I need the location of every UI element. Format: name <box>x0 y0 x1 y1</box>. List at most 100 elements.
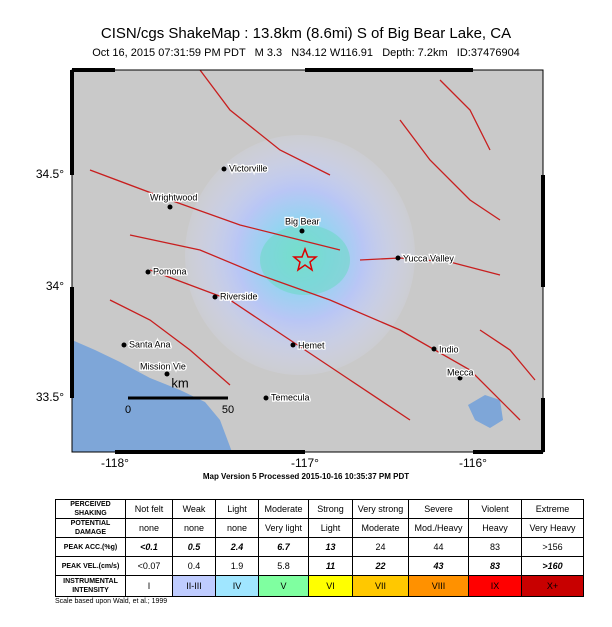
city-dot <box>221 166 227 172</box>
table-row: PERCEIVED SHAKING Not felt Weak Light Modera… <box>55 499 584 519</box>
table-row: POTENTIAL DAMAGE none none none Very light Li… <box>55 518 584 538</box>
table-row: PEAK ACC.(%g) <0.1 0.5 2.4 6.7 13 24 44 83 >156 <box>55 537 584 557</box>
city-dot <box>145 269 151 275</box>
table-cell: Light <box>308 518 353 538</box>
city-label: Mission Vie <box>140 361 186 371</box>
table-cell: <0.1 <box>125 537 173 557</box>
table-cell: Moderate <box>352 518 409 538</box>
frame-ticks <box>70 68 545 454</box>
title: CISN/cgs ShakeMap : 13.8km (8.6mi) S of … <box>101 25 511 42</box>
table-cell: Extreme <box>521 499 584 519</box>
table-cell: Mod./Heavy <box>408 518 469 538</box>
table-cell: 44 <box>408 537 469 557</box>
epicenter <box>291 246 319 272</box>
lat-label: 34° <box>46 279 64 293</box>
table-cell: 13 <box>308 537 353 557</box>
table-cell: Moderate <box>258 499 309 519</box>
city-dot <box>121 342 127 348</box>
intensity-core <box>260 225 350 295</box>
table-cell: 6.7 <box>258 537 309 557</box>
shakemap: CISN/cgs ShakeMap : 13.8km (8.6mi) S of … <box>36 25 545 481</box>
table-cell: IX <box>468 575 522 597</box>
city-dot <box>212 294 218 300</box>
lat-label: 33.5° <box>36 390 64 404</box>
subtitle: Oct 16, 2015 07:31:59 PM PDT M 3.3 N34.1… <box>92 47 520 59</box>
table-cell: 83 <box>468 537 522 557</box>
map-version: Map Version 5 Processed 2015-10-16 10:35… <box>203 472 409 481</box>
lon-label: -118° <box>101 456 129 470</box>
city-label: Riverside <box>220 291 258 301</box>
city-dot <box>164 371 170 377</box>
table-cell: Severe <box>408 499 469 519</box>
table-cell: none <box>215 518 259 538</box>
table-cell: none <box>125 518 173 538</box>
table-cell: 43 <box>408 556 469 576</box>
table-cell: Very strong <box>352 499 409 519</box>
lon-label: -117° <box>291 456 319 470</box>
table-cell: Strong <box>308 499 353 519</box>
table-cell: Weak <box>172 499 216 519</box>
table-cell: 2.4 <box>215 537 259 557</box>
city-dot <box>431 346 437 352</box>
table-cell: Very Heavy <box>521 518 584 538</box>
city-dot <box>395 255 401 261</box>
city-label: Hemet <box>298 340 325 350</box>
table-cell: VII <box>352 575 409 597</box>
table-cell: >156 <box>521 537 584 557</box>
table-cell: II-III <box>172 575 216 597</box>
row-label: PEAK ACC.(%g) <box>55 537 126 557</box>
table-cell: I <box>125 575 173 597</box>
row-label: PERCEIVED SHAKING <box>55 499 126 519</box>
table-cell: 0.4 <box>172 556 216 576</box>
table-cell: IV <box>215 575 259 597</box>
scale-start: 0 <box>125 404 131 416</box>
table-cell: 22 <box>352 556 409 576</box>
table-cell: VIII <box>408 575 469 597</box>
table-cell: none <box>172 518 216 538</box>
row-label: INSTRUMENTAL INTENSITY <box>55 575 126 597</box>
lat-label: 34.5° <box>36 167 64 181</box>
table-cell: 0.5 <box>172 537 216 557</box>
city-dot <box>457 375 463 381</box>
salton-sea <box>468 395 503 428</box>
lon-label: -116° <box>459 456 487 470</box>
table-cell: 83 <box>468 556 522 576</box>
table-cell: 5.8 <box>258 556 309 576</box>
footnote: Scale based upon Wald, et al.; 1999 <box>55 598 168 605</box>
city-label: Santa Ana <box>129 339 171 349</box>
faults <box>89 69 536 421</box>
map-area: km 0 50 <box>70 68 545 454</box>
city-dot <box>167 204 173 210</box>
scale-end: 50 <box>222 404 234 416</box>
table-cell: X+ <box>521 575 584 597</box>
city-label: Indio <box>439 344 459 354</box>
table-row: PEAK VEL.(cm/s) <0.07 0.4 1.9 5.8 11 22 43 83 >16… <box>55 556 584 576</box>
city-label: Pomona <box>153 266 187 276</box>
row-label: POTENTIAL DAMAGE <box>55 518 126 538</box>
table-cell: 1.9 <box>215 556 259 576</box>
row-label: PEAK VEL.(cm/s) <box>55 556 126 576</box>
city-dot <box>290 342 296 348</box>
table-cell: VI <box>308 575 353 597</box>
city-dot <box>299 228 305 234</box>
ocean <box>72 340 232 452</box>
city-label: Wrightwood <box>150 192 197 202</box>
table-cell: Very light <box>258 518 309 538</box>
table-cell: Violent <box>468 499 522 519</box>
table-cell: 24 <box>352 537 409 557</box>
table-cell: <0.07 <box>125 556 173 576</box>
table-cell: >160 <box>521 556 584 576</box>
city-label: Mecca <box>447 367 474 377</box>
city-label: Victorville <box>229 163 267 173</box>
city-label: Big Bear <box>285 216 320 226</box>
table-cell: V <box>258 575 309 597</box>
table-cell: 11 <box>308 556 353 576</box>
city-dot <box>263 395 269 401</box>
scale-unit: km <box>171 375 188 390</box>
city-label: Temecula <box>271 392 310 402</box>
table-cell: Not felt <box>125 499 173 519</box>
table-cell: Heavy <box>468 518 522 538</box>
intensity-table: PERCEIVED SHAKING Not felt Weak Light Modera… <box>55 499 584 597</box>
table-row: INSTRUMENTAL INTENSITY I II-III IV V VI VII VII… <box>55 575 584 597</box>
